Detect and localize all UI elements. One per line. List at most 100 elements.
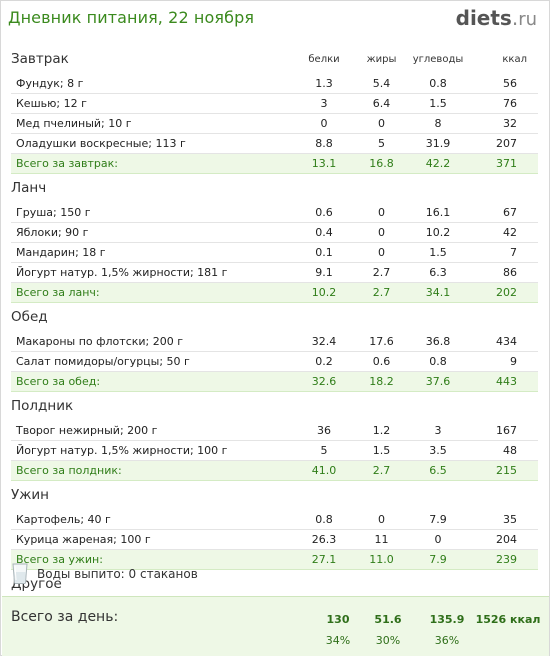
food-name[interactable]: Кешью; 12 г <box>11 93 292 114</box>
food-carbs: 1.5 <box>407 93 469 114</box>
empty-cell <box>292 303 356 333</box>
food-row[interactable]: Курица жареная; 100 г 26.3 11 0 204 <box>11 529 538 550</box>
food-name[interactable]: Йогурт натур. 1,5% жирности; 181 г <box>11 262 292 283</box>
meal-total-protein: 10.2 <box>292 282 356 303</box>
empty-cell <box>469 392 538 422</box>
meal-header-row: Полдник <box>11 392 538 422</box>
day-total-protein-pct: 34% <box>325 634 351 647</box>
empty-cell <box>407 174 469 204</box>
meal-total-label: Всего за обед: <box>11 371 292 392</box>
empty-cell <box>356 570 407 600</box>
food-name[interactable]: Макароны по флотски; 200 г <box>11 332 292 352</box>
meal-total-kcal: 443 <box>469 371 538 392</box>
food-row[interactable]: Оладушки воскресные; 113 г 8.8 5 31.9 207 <box>11 133 538 154</box>
food-fat: 11 <box>356 529 407 550</box>
food-name[interactable]: Йогурт натур. 1,5% жирности; 100 г <box>11 440 292 461</box>
empty-cell <box>407 303 469 333</box>
food-carbs: 0 <box>407 529 469 550</box>
meal-total-label: Всего за завтрак: <box>11 153 292 174</box>
empty-cell <box>407 570 469 600</box>
food-fat: 1.5 <box>356 440 407 461</box>
meal-total-kcal: 371 <box>469 153 538 174</box>
meal-title: Завтрак <box>11 45 292 74</box>
food-carbs: 0.8 <box>407 351 469 372</box>
food-name[interactable]: Творог нежирный; 200 г <box>11 421 292 441</box>
food-fat: 0 <box>356 222 407 243</box>
food-carbs: 3 <box>407 421 469 441</box>
day-total-fat-pct: 30% <box>375 634 401 647</box>
food-kcal: 204 <box>469 529 538 550</box>
meal-title-text: Ланч <box>11 180 47 196</box>
food-kcal: 32 <box>469 113 538 134</box>
food-row[interactable]: Салат помидоры/огурцы; 50 г 0.2 0.6 0.8 9 <box>11 351 538 372</box>
food-row[interactable]: Мандарин; 18 г 0.1 0 1.5 7 <box>11 242 538 263</box>
food-row[interactable]: Кешью; 12 г 3 6.4 1.5 76 <box>11 93 538 114</box>
food-name[interactable]: Фундук; 8 г <box>11 74 292 94</box>
logo-dot: . <box>511 6 519 30</box>
food-protein: 0 <box>292 113 356 134</box>
food-name[interactable]: Груша; 150 г <box>11 203 292 223</box>
meal-total-kcal: 239 <box>469 549 538 570</box>
food-fat: 0 <box>356 203 407 223</box>
food-row[interactable]: Груша; 150 г 0.6 0 16.1 67 <box>11 203 538 223</box>
day-total-label: Всего за день: <box>11 609 119 625</box>
food-carbs: 1.5 <box>407 242 469 263</box>
food-name[interactable]: Мандарин; 18 г <box>11 242 292 263</box>
food-kcal: 9 <box>469 351 538 372</box>
empty-cell <box>292 174 356 204</box>
food-fat: 0 <box>356 113 407 134</box>
food-row[interactable]: Макароны по флотски; 200 г 32.4 17.6 36.8 43… <box>11 332 538 352</box>
food-carbs: 6.3 <box>407 262 469 283</box>
meal-title-text: Ужин <box>11 487 49 503</box>
empty-cell <box>469 481 538 511</box>
day-total-kcal: 1526 ккал <box>475 613 541 626</box>
food-name[interactable]: Мед пчелиный; 10 г <box>11 113 292 134</box>
food-kcal: 207 <box>469 133 538 154</box>
food-row[interactable]: Йогурт натур. 1,5% жирности; 100 г 5 1.5 3.… <box>11 440 538 461</box>
food-row[interactable]: Мед пчелиный; 10 г 0 0 8 32 <box>11 113 538 134</box>
empty-cell <box>469 303 538 333</box>
site-logo[interactable]: diets.ru <box>456 6 537 30</box>
day-total-protein: 130 <box>326 613 350 626</box>
food-protein: 9.1 <box>292 262 356 283</box>
meal-title: Ланч <box>11 174 292 204</box>
food-name[interactable]: Салат помидоры/огурцы; 50 г <box>11 351 292 372</box>
header: Дневник питания, 22 ноября diets.ru <box>1 1 549 41</box>
food-kcal: 76 <box>469 93 538 114</box>
food-name[interactable]: Картофель; 40 г <box>11 510 292 530</box>
meal-total-row: Всего за ужин: 27.1 11.0 7.9 239 <box>11 549 538 570</box>
meal-total-carbs: 37.6 <box>407 371 469 392</box>
food-row[interactable]: Картофель; 40 г 0.8 0 7.9 35 <box>11 510 538 530</box>
meal-total-kcal: 215 <box>469 460 538 481</box>
meal-header-row: Ланч <box>11 174 538 204</box>
food-protein: 36 <box>292 421 356 441</box>
meal-total-carbs: 7.9 <box>407 549 469 570</box>
meal-total-fat: 2.7 <box>356 282 407 303</box>
meal-total-carbs: 42.2 <box>407 153 469 174</box>
food-name[interactable]: Яблоки; 90 г <box>11 222 292 243</box>
food-row[interactable]: Творог нежирный; 200 г 36 1.2 3 167 <box>11 421 538 441</box>
food-protein: 32.4 <box>292 332 356 352</box>
column-header-fat: жиры <box>366 54 397 65</box>
food-row[interactable]: Фундук; 8 г 1.3 5.4 0.8 56 <box>11 74 538 94</box>
food-row[interactable]: Йогурт натур. 1,5% жирности; 181 г 9.1 2.7… <box>11 262 538 283</box>
food-kcal: 67 <box>469 203 538 223</box>
empty-cell <box>407 392 469 422</box>
food-fat: 6.4 <box>356 93 407 114</box>
food-name[interactable]: Курица жареная; 100 г <box>11 529 292 550</box>
meal-header-row: Обед <box>11 303 538 333</box>
food-carbs: 16.1 <box>407 203 469 223</box>
water-glass-icon[interactable] <box>12 563 28 584</box>
meal-title-text: Полдник <box>11 398 74 414</box>
meal-total-protein: 13.1 <box>292 153 356 174</box>
food-fat: 17.6 <box>356 332 407 352</box>
meal-total-protein: 32.6 <box>292 371 356 392</box>
column-header-kcal: ккал <box>502 54 527 65</box>
food-row[interactable]: Яблоки; 90 г 0.4 0 10.2 42 <box>11 222 538 243</box>
meal-total-fat: 18.2 <box>356 371 407 392</box>
food-carbs: 3.5 <box>407 440 469 461</box>
meal-total-row: Всего за обед: 32.6 18.2 37.6 443 <box>11 371 538 392</box>
food-name[interactable]: Оладушки воскресные; 113 г <box>11 133 292 154</box>
empty-cell <box>469 570 538 600</box>
food-protein: 0.1 <box>292 242 356 263</box>
